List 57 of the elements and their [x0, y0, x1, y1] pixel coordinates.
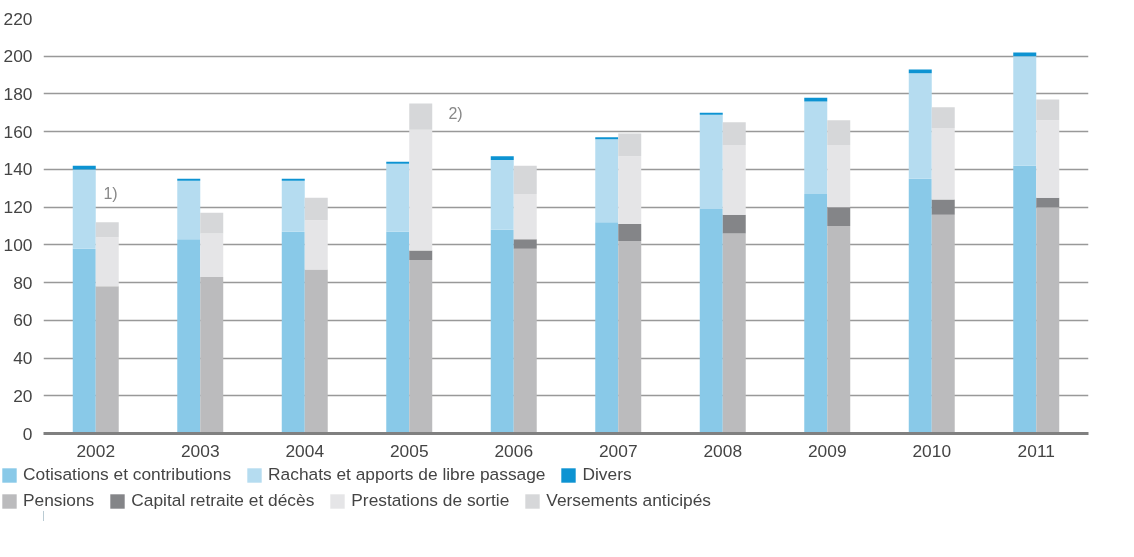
bar [827, 207, 851, 226]
bar [200, 233, 224, 277]
legend-label: Capital retraite et décès [131, 490, 315, 511]
bar [1036, 197, 1060, 208]
bar [72, 169, 96, 249]
y-tick-label: 180 [3, 83, 33, 104]
bar [827, 120, 851, 145]
legend-label: Pensions [23, 490, 95, 511]
bar [513, 239, 537, 249]
y-tick-label: 60 [13, 310, 33, 331]
bar [804, 97, 828, 102]
bar [95, 222, 119, 238]
annotation: 1) [103, 185, 118, 202]
x-tick-label: 2006 [494, 440, 534, 461]
y-tick-label: 80 [13, 272, 33, 293]
bar [1013, 52, 1037, 57]
x-tick-label: 2002 [76, 440, 116, 461]
annotation: 2) [448, 105, 463, 122]
bar [931, 107, 955, 128]
bar [722, 214, 746, 234]
bar [490, 156, 514, 160]
bar [409, 250, 433, 260]
bar [409, 103, 433, 130]
y-tick-label: 140 [3, 159, 33, 180]
legend-label: Cotisations et contributions [23, 464, 232, 485]
x-tick-label: 2011 [1017, 440, 1055, 461]
bar [931, 199, 955, 215]
bar [281, 180, 305, 232]
bar [1013, 56, 1037, 166]
x-tick-label: 2004 [285, 440, 325, 461]
bar [908, 73, 932, 179]
legend-label: Prestations de sortie [351, 490, 510, 511]
bar [1036, 99, 1060, 121]
y-tick-label: 40 [13, 348, 33, 369]
y-tick-label: 20 [13, 385, 33, 406]
bar [177, 180, 201, 240]
legend-label: Rachats et apports de libre passage [268, 464, 546, 485]
y-tick-label: 120 [3, 197, 33, 218]
x-tick-label: 2007 [598, 440, 638, 461]
bar [618, 133, 642, 157]
x-tick-label: 2009 [807, 440, 847, 461]
bar [908, 69, 932, 74]
bar [95, 237, 119, 287]
y-tick-label: 160 [3, 121, 33, 142]
y-tick-label: 200 [3, 46, 33, 67]
legend-label: Versements anticipés [546, 490, 711, 511]
y-tick-label: 100 [3, 234, 33, 255]
x-tick-label: 2005 [389, 440, 429, 461]
bar [722, 122, 746, 145]
x-tick-label: 2003 [180, 440, 220, 461]
x-tick-label: 2008 [703, 440, 743, 461]
bar [618, 224, 642, 242]
y-tick-label: 0 [22, 423, 33, 444]
legend-label: Divers [582, 464, 632, 485]
x-tick-label: 2010 [912, 440, 952, 461]
bar [304, 220, 328, 270]
y-tick-label: 220 [3, 8, 33, 29]
